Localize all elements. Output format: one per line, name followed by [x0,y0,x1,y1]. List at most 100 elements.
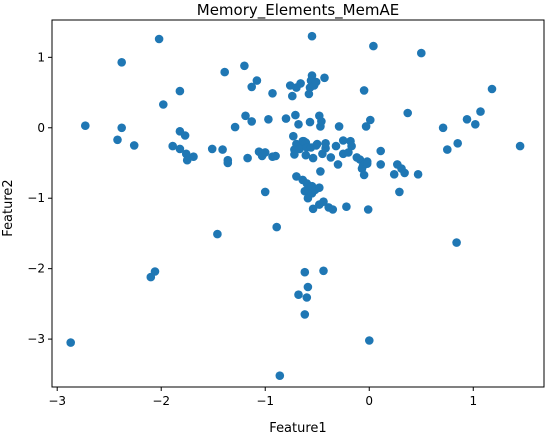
data-point [347,141,356,151]
data-point [304,89,314,99]
data-point [363,205,373,214]
data-point [260,187,270,197]
data-point [247,82,256,92]
data-point [290,150,299,159]
data-point [264,115,273,124]
data-point [302,293,312,302]
data-point [359,86,369,95]
data-point [294,120,303,129]
data-point [189,152,198,161]
y-tick-label: 0 [37,121,45,135]
data-point [319,197,328,206]
data-point [220,67,229,77]
data-point [218,145,227,154]
data-point [272,222,282,232]
data-point [342,202,351,211]
data-point [438,123,448,133]
data-point [281,114,291,123]
data-point [117,58,126,67]
plot-frame [51,19,545,388]
data-point [175,86,185,96]
data-point [317,117,326,126]
data-point [117,123,126,133]
data-point [362,159,372,168]
y-tick-label: −3 [27,332,45,346]
ticks-layer: −3 −2 −1 0 1 −3 −2 −1 0 1 [27,50,477,408]
data-point [180,131,190,140]
data-point [487,84,497,94]
data-point [403,108,413,118]
x-tick-label: −1 [256,394,274,408]
x-tick-label: −2 [152,394,170,408]
data-point [300,267,310,277]
data-point [316,167,325,176]
data-point [400,168,409,178]
data-point [268,89,277,98]
data-point [296,79,305,88]
data-point [303,282,313,292]
data-point [331,141,341,151]
data-point [247,117,256,126]
data-point [334,122,344,131]
data-point [289,131,298,141]
data-point [413,170,423,179]
y-axis-label: Feature2 [1,179,16,236]
data-point [150,267,160,276]
x-tick-label: 0 [365,394,373,408]
data-point [113,135,122,145]
data-point [207,144,217,154]
data-point [361,122,371,131]
data-point [471,120,480,129]
data-point [305,117,315,127]
data-point [312,139,322,149]
data-point [294,290,303,300]
data-point [365,336,374,345]
data-point [319,266,328,276]
data-point [320,73,329,83]
data-point [307,31,317,41]
data-point [366,115,375,125]
data-point [241,111,250,121]
data-point [154,34,164,44]
data-point [252,76,262,85]
data-point [308,153,318,163]
data-point [181,149,191,159]
data-point [359,170,369,180]
data-point [81,121,90,130]
y-tick-label: 1 [37,50,45,64]
data-point [159,100,168,109]
data-point [129,141,139,150]
data-point [271,151,280,161]
data-point [66,338,75,347]
y-tick-label: −1 [27,191,45,205]
data-point [182,155,192,165]
data-point [395,187,404,197]
data-point [376,160,386,169]
data-point [168,141,177,151]
data-point [243,153,252,163]
data-point [338,136,348,145]
data-point [223,158,233,168]
data-point [326,153,336,162]
data-point [321,139,330,148]
data-point [288,91,297,101]
x-tick-label: −3 [48,394,66,408]
data-point [308,204,318,214]
chart-title: Memory_Elements_MemAE [197,1,399,20]
data-point [275,371,285,381]
data-point [315,183,324,192]
data-point [307,71,317,80]
data-point [260,148,270,157]
data-point [175,144,185,154]
data-point [230,122,240,132]
data-point [295,144,304,154]
data-point [300,310,310,319]
data-point [462,115,472,124]
data-point [333,160,343,169]
data-point [311,77,321,87]
data-point [376,146,386,156]
x-tick-label: 1 [469,394,477,408]
data-point [369,41,378,51]
data-point [515,141,525,151]
